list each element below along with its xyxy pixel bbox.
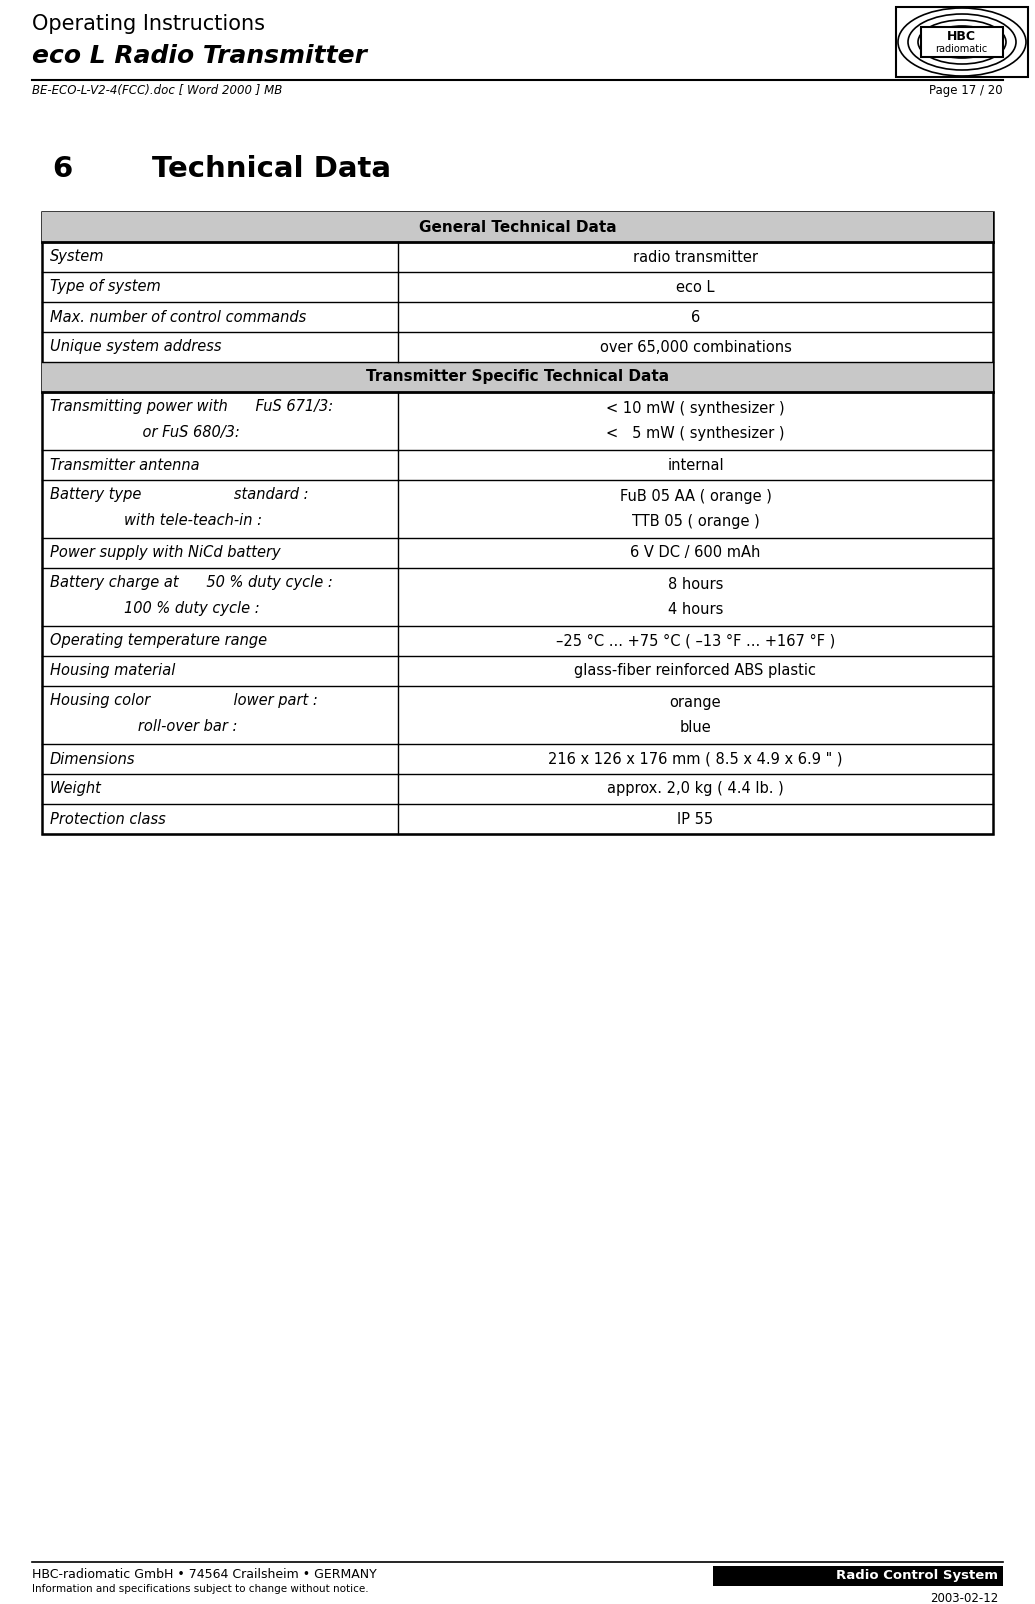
Text: 6: 6 [691, 310, 700, 324]
Text: glass-fiber reinforced ABS plastic: glass-fiber reinforced ABS plastic [574, 664, 817, 678]
Text: Transmitter Specific Technical Data: Transmitter Specific Technical Data [366, 369, 669, 385]
Text: 4 hours: 4 hours [668, 602, 723, 618]
Text: 216 x 126 x 176 mm ( 8.5 x 4.9 x 6.9 " ): 216 x 126 x 176 mm ( 8.5 x 4.9 x 6.9 " ) [549, 752, 842, 767]
Text: over 65,000 combinations: over 65,000 combinations [599, 340, 792, 354]
Bar [42, 363, 993, 391]
Text: blue: blue [680, 720, 711, 735]
Text: Transmitting power with      FuS 671/3:: Transmitting power with FuS 671/3: [50, 399, 333, 414]
Text: IP 55: IP 55 [678, 812, 713, 826]
Text: orange: orange [670, 695, 721, 711]
Text: Type of system: Type of system [50, 279, 160, 295]
Text: TTB 05 ( orange ): TTB 05 ( orange ) [631, 513, 760, 529]
Text: FuB 05 AA ( orange ): FuB 05 AA ( orange ) [620, 489, 771, 504]
Text: Battery charge at      50 % duty cycle :: Battery charge at 50 % duty cycle : [50, 574, 332, 590]
Text: with tele-teach-in :: with tele-teach-in : [50, 513, 262, 528]
Text: radiomatic: radiomatic [935, 43, 987, 55]
Text: < 10 mW ( synthesizer ): < 10 mW ( synthesizer ) [607, 401, 785, 415]
Text: approx. 2,0 kg ( 4.4 lb. ): approx. 2,0 kg ( 4.4 lb. ) [608, 781, 783, 797]
Text: Page 17 / 20: Page 17 / 20 [929, 83, 1003, 96]
Text: Power supply with NiCd battery: Power supply with NiCd battery [50, 545, 280, 560]
Text: Housing color                  lower part :: Housing color lower part : [50, 693, 318, 707]
Text: Radio Control System: Radio Control System [836, 1569, 998, 1583]
Text: eco L: eco L [676, 279, 715, 295]
Text: roll-over bar :: roll-over bar : [50, 719, 237, 735]
Text: HBC: HBC [946, 30, 976, 43]
Text: <   5 mW ( synthesizer ): < 5 mW ( synthesizer ) [607, 427, 785, 441]
FancyBboxPatch shape [921, 27, 1003, 58]
Text: Battery type                    standard :: Battery type standard : [50, 488, 308, 502]
Text: radio transmitter: radio transmitter [633, 250, 758, 265]
Text: or FuS 680/3:: or FuS 680/3: [50, 425, 240, 439]
Text: Operating temperature range: Operating temperature range [50, 634, 267, 648]
Bar [713, 1566, 1003, 1586]
Text: Technical Data: Technical Data [152, 156, 391, 183]
Text: Transmitter antenna: Transmitter antenna [50, 457, 200, 473]
Text: System: System [50, 250, 105, 265]
Text: Protection class: Protection class [50, 812, 166, 826]
Text: Max. number of control commands: Max. number of control commands [50, 310, 306, 324]
Text: Dimensions: Dimensions [50, 752, 136, 767]
Text: Housing material: Housing material [50, 664, 175, 678]
Text: BE-ECO-L-V2-4(FCC).doc [ Word 2000 ] MB: BE-ECO-L-V2-4(FCC).doc [ Word 2000 ] MB [32, 83, 283, 96]
Text: Unique system address: Unique system address [50, 340, 221, 354]
Text: internal: internal [668, 457, 723, 473]
Bar [42, 212, 993, 242]
Text: 8 hours: 8 hours [668, 577, 723, 592]
Text: 100 % duty cycle :: 100 % duty cycle : [50, 602, 260, 616]
Text: –25 °C ... +75 °C ( –13 °F ... +167 °F ): –25 °C ... +75 °C ( –13 °F ... +167 °F ) [556, 634, 835, 648]
Text: 6: 6 [52, 156, 72, 183]
Text: 6 V DC / 600 mAh: 6 V DC / 600 mAh [630, 545, 761, 560]
Text: Information and specifications subject to change without notice.: Information and specifications subject t… [32, 1585, 368, 1594]
Text: Operating Instructions: Operating Instructions [32, 14, 265, 34]
Text: HBC-radiomatic GmbH • 74564 Crailsheim • GERMANY: HBC-radiomatic GmbH • 74564 Crailsheim •… [32, 1569, 377, 1582]
Bar [42, 212, 993, 834]
Text: Weight: Weight [50, 781, 101, 797]
Text: 2003-02-12: 2003-02-12 [929, 1593, 998, 1604]
Text: eco L Radio Transmitter: eco L Radio Transmitter [32, 43, 367, 67]
Text: General Technical Data: General Technical Data [419, 220, 616, 234]
